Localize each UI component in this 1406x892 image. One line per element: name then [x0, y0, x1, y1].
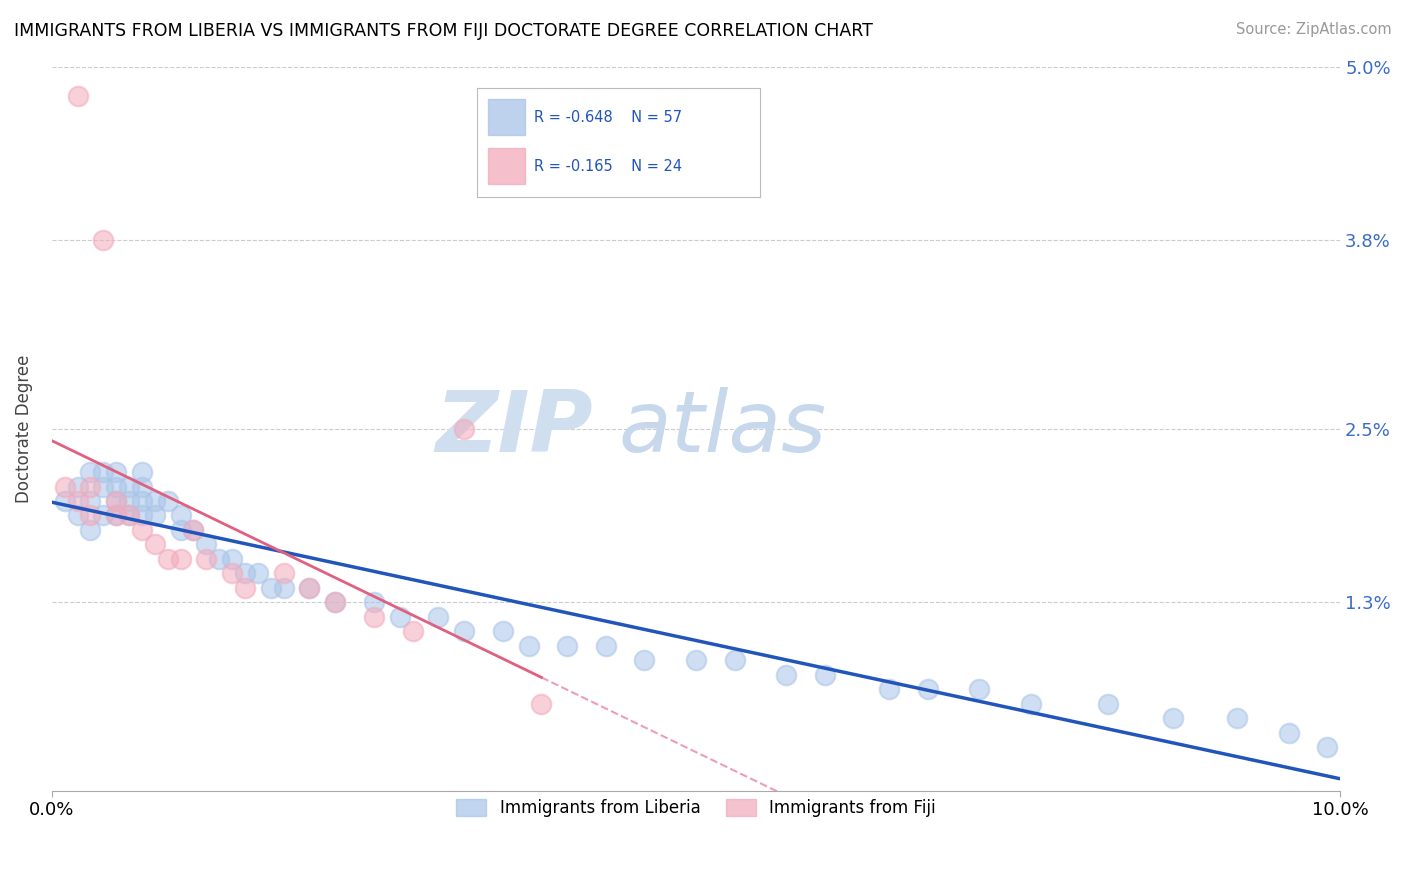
Point	[233, 566, 256, 581]
Point	[118, 494, 141, 508]
Point	[118, 479, 141, 493]
Point	[131, 508, 153, 523]
Point	[685, 653, 707, 667]
Point	[131, 479, 153, 493]
Text: IMMIGRANTS FROM LIBERIA VS IMMIGRANTS FROM FIJI DOCTORATE DEGREE CORRELATION CHA: IMMIGRANTS FROM LIBERIA VS IMMIGRANTS FR…	[14, 22, 873, 40]
Point	[427, 610, 450, 624]
Point	[79, 494, 101, 508]
Point	[814, 667, 837, 681]
Point	[1097, 697, 1119, 711]
Point	[530, 697, 553, 711]
Point	[195, 537, 218, 551]
Point	[1278, 725, 1301, 739]
Point	[79, 523, 101, 537]
Y-axis label: Doctorate Degree: Doctorate Degree	[15, 354, 32, 503]
Point	[91, 479, 114, 493]
Point	[401, 624, 423, 639]
Point	[595, 639, 617, 653]
Point	[221, 566, 243, 581]
Point	[143, 537, 166, 551]
Point	[877, 682, 900, 697]
Point	[91, 465, 114, 479]
Point	[1019, 697, 1042, 711]
Point	[66, 508, 89, 523]
Point	[233, 581, 256, 595]
Point	[169, 508, 191, 523]
Point	[53, 494, 76, 508]
Text: Source: ZipAtlas.com: Source: ZipAtlas.com	[1236, 22, 1392, 37]
Point	[453, 624, 475, 639]
Point	[298, 581, 321, 595]
Point	[105, 479, 128, 493]
Point	[273, 566, 295, 581]
Point	[143, 494, 166, 508]
Point	[156, 552, 179, 566]
Point	[169, 523, 191, 537]
Point	[105, 494, 128, 508]
Point	[517, 639, 540, 653]
Point	[91, 233, 114, 247]
Point	[323, 595, 346, 609]
Point	[633, 653, 655, 667]
Point	[131, 494, 153, 508]
Point	[105, 508, 128, 523]
Text: ZIP: ZIP	[436, 387, 593, 470]
Point	[118, 508, 141, 523]
Point	[131, 523, 153, 537]
Legend: Immigrants from Liberia, Immigrants from Fiji: Immigrants from Liberia, Immigrants from…	[449, 791, 943, 826]
Point	[66, 479, 89, 493]
Point	[969, 682, 991, 697]
Point	[79, 508, 101, 523]
Point	[208, 552, 231, 566]
Point	[143, 508, 166, 523]
Point	[492, 624, 515, 639]
Point	[298, 581, 321, 595]
Point	[260, 581, 283, 595]
Point	[724, 653, 747, 667]
Point	[363, 595, 385, 609]
Point	[775, 667, 797, 681]
Point	[105, 494, 128, 508]
Point	[79, 479, 101, 493]
Point	[66, 88, 89, 103]
Point	[66, 494, 89, 508]
Point	[273, 581, 295, 595]
Point	[1161, 711, 1184, 725]
Point	[363, 610, 385, 624]
Point	[195, 552, 218, 566]
Point	[555, 639, 578, 653]
Point	[156, 494, 179, 508]
Point	[1316, 740, 1339, 755]
Point	[221, 552, 243, 566]
Point	[79, 465, 101, 479]
Point	[118, 508, 141, 523]
Point	[388, 610, 411, 624]
Point	[53, 479, 76, 493]
Point	[453, 421, 475, 435]
Point	[131, 465, 153, 479]
Point	[105, 465, 128, 479]
Text: atlas: atlas	[619, 387, 827, 470]
Point	[246, 566, 269, 581]
Point	[183, 523, 205, 537]
Point	[91, 508, 114, 523]
Point	[169, 552, 191, 566]
Point	[1226, 711, 1249, 725]
Point	[105, 508, 128, 523]
Point	[323, 595, 346, 609]
Point	[183, 523, 205, 537]
Point	[917, 682, 939, 697]
